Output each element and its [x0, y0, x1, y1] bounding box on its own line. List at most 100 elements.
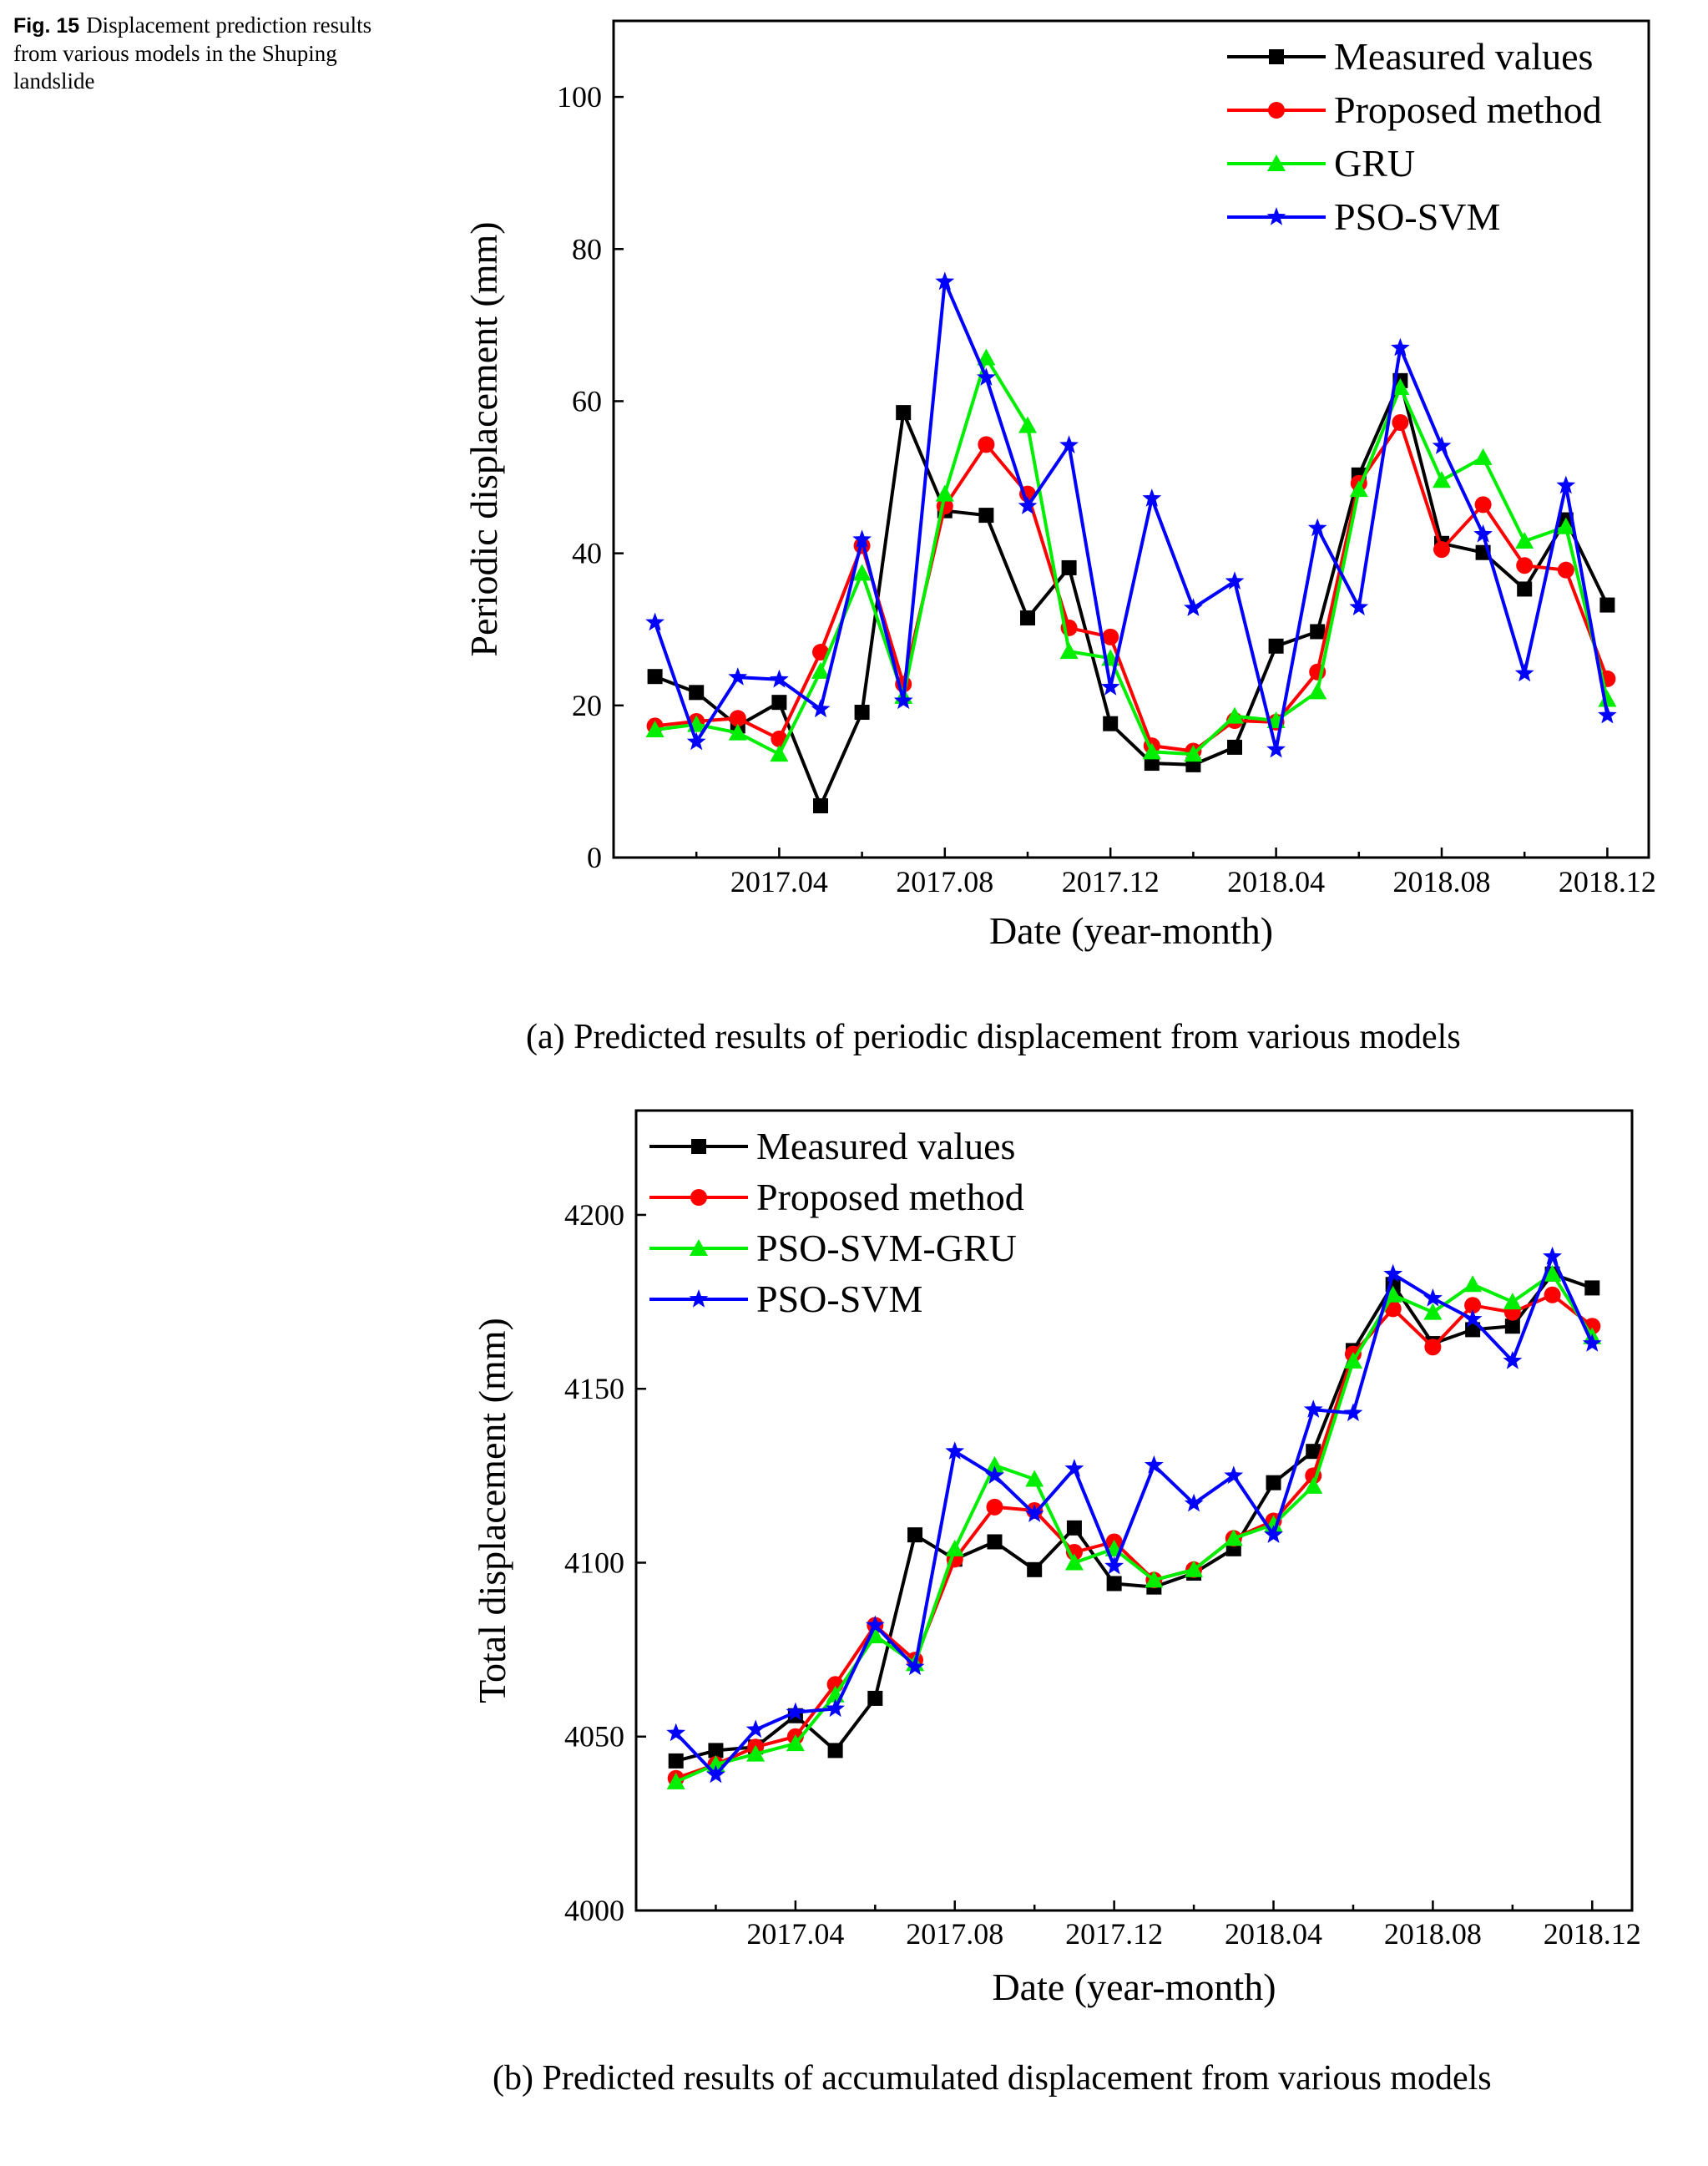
data-point	[668, 1753, 684, 1769]
data-point	[907, 1527, 923, 1543]
data-point	[1018, 496, 1038, 514]
data-point	[1100, 677, 1120, 696]
data-point	[1556, 475, 1576, 494]
legend-label: Proposed method	[756, 1176, 1024, 1218]
chart-panel-b: 4000 4050 4100 4150 4200 2017.04 2017.08 2017.1…	[471, 1109, 1641, 2098]
series-line	[654, 421, 1609, 753]
data-point	[1343, 1403, 1363, 1422]
data-point	[1465, 1322, 1481, 1338]
data-point	[1102, 628, 1119, 645]
data-point	[689, 685, 705, 701]
legend-marker	[689, 1289, 709, 1308]
legend-marker	[690, 1239, 708, 1256]
data-point	[1517, 581, 1533, 597]
data-point	[1184, 1493, 1204, 1512]
data-point	[985, 1455, 1004, 1473]
data-point	[1307, 518, 1327, 537]
data-point	[1018, 416, 1037, 433]
data-point	[1463, 1308, 1483, 1328]
data-point	[745, 1719, 766, 1738]
legend-label: PSO-SVM-GRU	[756, 1227, 1017, 1269]
legend: Measured values Proposed method PSO-SVM-GR…	[649, 1125, 1024, 1320]
y-tick-label: 80	[572, 232, 602, 266]
x-axis-label: Date (year-month)	[992, 1966, 1276, 2008]
plot-frame	[634, 1109, 1634, 1912]
data-point	[986, 1498, 1003, 1516]
y-tick-label: 0	[587, 841, 602, 874]
data-point	[905, 1657, 925, 1676]
legend: Measured values Proposed method GRU PSO-SVM	[1227, 35, 1602, 238]
data-point	[1343, 1351, 1362, 1369]
data-point	[728, 667, 748, 686]
data-point	[852, 529, 872, 548]
data-point	[1066, 1520, 1082, 1536]
data-point	[708, 1743, 724, 1759]
data-point	[1543, 1264, 1562, 1282]
data-point	[865, 1615, 885, 1634]
data-point	[945, 1539, 964, 1556]
data-point	[1064, 1459, 1084, 1477]
data-point	[985, 1465, 1004, 1485]
data-point	[1308, 682, 1327, 700]
y-tick-label: 4150	[564, 1372, 624, 1405]
data-point	[1383, 1285, 1402, 1303]
legend-label: PSO-SVM	[756, 1278, 922, 1320]
data-point	[1473, 524, 1493, 543]
series-line	[653, 280, 1609, 752]
legend-marker	[1267, 154, 1286, 171]
data-point	[826, 1698, 845, 1718]
data-point	[893, 691, 913, 710]
data-point	[1598, 690, 1617, 707]
data-point	[1064, 1553, 1084, 1571]
data-point	[1027, 1561, 1043, 1577]
data-point	[666, 1723, 686, 1742]
data-point	[1142, 488, 1162, 507]
data-point	[786, 1702, 806, 1721]
data-point	[1464, 1297, 1482, 1314]
x-tick-label: 2018.12	[1559, 865, 1656, 898]
data-point	[1020, 610, 1035, 626]
data-point	[1424, 1339, 1442, 1356]
x-tick-label: 2017.04	[746, 1917, 844, 1951]
data-point	[1104, 1556, 1124, 1575]
x-tick-label: 2017.12	[1065, 1917, 1163, 1951]
data-point	[1349, 480, 1368, 498]
data-point	[728, 723, 747, 741]
data-point	[1504, 1318, 1520, 1334]
data-point	[645, 720, 665, 737]
data-point	[686, 731, 706, 751]
data-point	[1266, 1475, 1281, 1490]
data-point	[1227, 739, 1242, 755]
legend-label: Measured values	[1334, 35, 1593, 78]
data-point	[854, 705, 870, 721]
data-point	[1106, 1576, 1122, 1592]
data-point	[1266, 739, 1286, 758]
data-point	[706, 1764, 725, 1784]
data-point	[1557, 561, 1574, 579]
data-point	[852, 564, 872, 581]
data-point	[645, 612, 665, 631]
data-point	[1225, 571, 1245, 590]
data-point	[1268, 638, 1284, 654]
data-point	[812, 644, 829, 661]
legend-marker	[690, 1189, 707, 1206]
data-point	[945, 1441, 965, 1460]
data-point	[1391, 378, 1410, 396]
data-point	[1544, 1286, 1561, 1303]
legend-label: Measured values	[756, 1125, 1015, 1167]
data-point	[1474, 496, 1492, 514]
data-point	[1423, 1288, 1443, 1307]
data-point	[1503, 1350, 1523, 1369]
data-point	[1432, 436, 1452, 454]
data-point	[1144, 756, 1160, 772]
y-tick-label: 4100	[564, 1546, 624, 1579]
data-point	[666, 1772, 685, 1789]
y-tick-label: 20	[572, 689, 602, 722]
data-point	[813, 798, 828, 814]
series-line	[675, 1293, 1594, 1780]
data-point	[770, 745, 789, 762]
data-point	[1599, 597, 1615, 613]
data-point	[935, 271, 955, 291]
series-gru	[645, 348, 1617, 762]
data-point	[1144, 1455, 1164, 1474]
